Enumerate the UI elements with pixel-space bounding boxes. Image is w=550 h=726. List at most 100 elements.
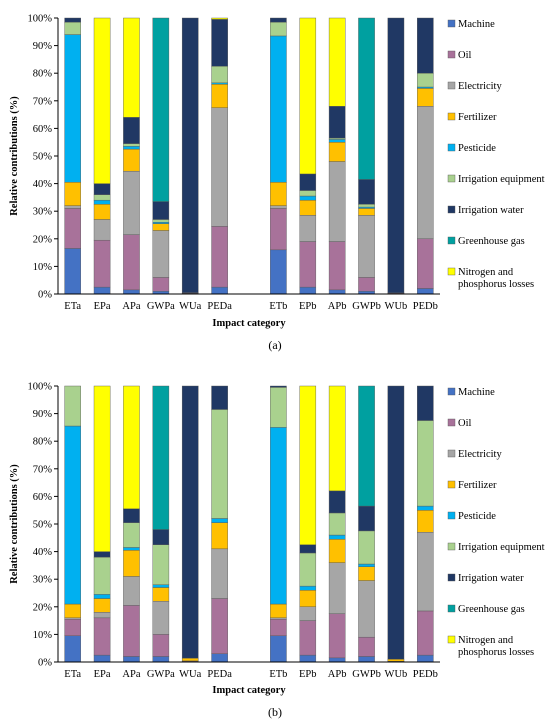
bar-segment-electricity-epb xyxy=(299,215,317,242)
legend-label-nitrogen-and-phosphorus-losses: Nitrogen and xyxy=(458,267,514,278)
bar-segment-irrigation-water-gwpb xyxy=(358,505,375,532)
y-tick-label: 100% xyxy=(28,382,53,393)
bar-segment-fertilizer-eta xyxy=(64,603,81,619)
bar-segment-fertilizer-gwpb xyxy=(358,566,375,581)
y-tick-label: 100% xyxy=(28,14,53,25)
bar-segment-fertilizer-epb xyxy=(299,590,317,607)
x-tick-label: PEDa xyxy=(207,301,232,312)
x-tick-label: PEDa xyxy=(207,669,232,680)
bar-segment-electricity-apb xyxy=(328,562,346,614)
bar-segment-fertilizer-apb xyxy=(328,538,346,563)
bar-segment-fertilizer-epa xyxy=(93,598,111,613)
bar-segment-machine-peda xyxy=(211,286,228,295)
legend-label-fertilizer: Fertilizer xyxy=(458,112,497,123)
bar-segment-oil-apb xyxy=(328,613,346,659)
bar-segment-fertilizer-pedb xyxy=(417,88,434,107)
bar-segment-irrigation-water-wua xyxy=(181,385,199,659)
bar-segment-irrigation-equipment-gwpa xyxy=(152,219,170,223)
legend-swatch-electricity xyxy=(447,81,456,90)
bar-segment-electricity-etb xyxy=(270,205,287,209)
bar-segment-irrigation-water-apa xyxy=(123,117,140,144)
bar-segment-irrigation-equipment-peda xyxy=(211,409,228,519)
bar-segment-irrigation-water-gwpa xyxy=(152,529,170,545)
y-tick-label: 80% xyxy=(33,69,53,80)
bar-segment-irrigation-water-epb xyxy=(299,544,317,554)
bar-segment-machine-gwpb xyxy=(358,656,375,663)
y-tick-label: 20% xyxy=(33,602,53,613)
bar-segment-pesticide-epa xyxy=(93,594,111,599)
bar-segment-irrigation-equipment-apa xyxy=(123,522,140,548)
bar-segment-oil-epb xyxy=(299,241,317,288)
legend-swatch-fertilizer xyxy=(447,480,456,489)
bar-segment-irrigation-water-epa xyxy=(93,183,111,195)
x-tick-label: GWPb xyxy=(352,301,381,312)
bar-segment-irrigation-equipment-gwpb xyxy=(358,530,375,565)
bar-segment-irrigation-water-wub xyxy=(387,17,405,294)
legend-label-electricity: Electricity xyxy=(458,81,502,92)
bar-segment-electricity-peda xyxy=(211,548,228,599)
legend-swatch-greenhouse-gas xyxy=(447,604,456,613)
bar-segment-irrigation-equipment-etb xyxy=(270,21,287,37)
bar-segment-electricity-gwpa xyxy=(152,601,170,635)
y-tick-label: 70% xyxy=(33,464,53,475)
bar-segment-greenhouse-gas-gwpa xyxy=(152,17,170,202)
x-tick-label: ETb xyxy=(269,301,287,312)
bar-segment-irrigation-equipment-epa xyxy=(93,194,111,201)
bar-segment-irrigation-water-apb xyxy=(328,106,346,139)
bar-segment-pesticide-apb xyxy=(328,534,346,540)
bar-segment-irrigation-equipment-eta xyxy=(64,385,81,427)
bar-segment-irrigation-equipment-apa xyxy=(123,143,140,147)
legend-swatch-irrigation-equipment xyxy=(447,174,456,183)
x-tick-label: WUa xyxy=(179,301,201,312)
legend-label-nitrogen-and-phosphorus-losses: Nitrogen and xyxy=(458,635,514,646)
legend-label-greenhouse-gas: Greenhouse gas xyxy=(458,604,525,615)
x-tick-label: APa xyxy=(122,301,140,312)
bar-segment-machine-eta xyxy=(64,635,81,663)
bar-segment-fertilizer-wua xyxy=(181,657,199,662)
x-axis-title: Impact category xyxy=(212,318,286,329)
legend-swatch-machine xyxy=(447,387,456,396)
bar-segment-machine-etb xyxy=(270,249,287,295)
bar-segment-pesticide-epb xyxy=(299,585,317,591)
legend-label-nitrogen-and-phosphorus-losses: phosphorus losses xyxy=(458,647,534,658)
bar-segment-irrigation-water-pedb xyxy=(417,385,434,421)
bar-segment-electricity-eta xyxy=(64,617,81,620)
bar-segment-irrigation-water-wub xyxy=(387,385,405,660)
y-tick-label: 70% xyxy=(33,96,53,107)
bar-segment-irrigation-water-pedb xyxy=(417,17,434,74)
bar-segment-pesticide-gwpa xyxy=(152,584,170,588)
bar-segment-machine-eta xyxy=(64,248,81,295)
legend-swatch-irrigation-equipment xyxy=(447,542,456,551)
x-tick-label: EPb xyxy=(299,669,317,680)
bar-segment-oil-epa xyxy=(93,239,111,288)
bar-segment-pesticide-epa xyxy=(93,199,111,205)
y-tick-label: 50% xyxy=(33,152,53,163)
legend-swatch-oil xyxy=(447,50,456,59)
bar-segment-pesticide-pedb xyxy=(417,86,434,89)
bar-segment-pesticide-pedb xyxy=(417,505,434,511)
bar-segment-machine-apa xyxy=(123,656,140,663)
bar-segment-machine-epa xyxy=(93,286,111,295)
legend-label-irrigation-equipment: Irrigation equipment xyxy=(458,542,545,553)
legend-swatch-nitrogen-and-phosphorus-losses xyxy=(447,635,456,644)
y-tick-label: 30% xyxy=(33,575,53,586)
bar-segment-electricity-epb xyxy=(299,606,317,621)
legend-label-oil: Oil xyxy=(458,50,472,61)
x-tick-label: GWPa xyxy=(147,301,175,312)
y-axis-title: Relative contributions (%) xyxy=(9,464,20,584)
x-tick-label: GWPa xyxy=(147,669,175,680)
bar-segment-electricity-etb xyxy=(270,617,287,620)
bar-segment-pesticide-gwpb xyxy=(358,563,375,567)
bar-segment-nitrogen-and-phosphorus-losses-epb xyxy=(299,385,317,545)
legend-swatch-irrigation-water xyxy=(447,573,456,582)
legend-label-machine: Machine xyxy=(458,387,495,398)
bar-segment-irrigation-water-etb xyxy=(270,385,287,388)
bar-segment-machine-pedb xyxy=(417,654,434,663)
bar-segment-irrigation-water-apb xyxy=(328,490,346,514)
legend-label-irrigation-water: Irrigation water xyxy=(458,205,524,216)
bar-segment-nitrogen-and-phosphorus-losses-epa xyxy=(93,17,111,184)
bar-segment-pesticide-peda xyxy=(211,82,228,85)
x-axis-title: Impact category xyxy=(212,685,286,696)
bar-segment-oil-etb xyxy=(270,208,287,251)
